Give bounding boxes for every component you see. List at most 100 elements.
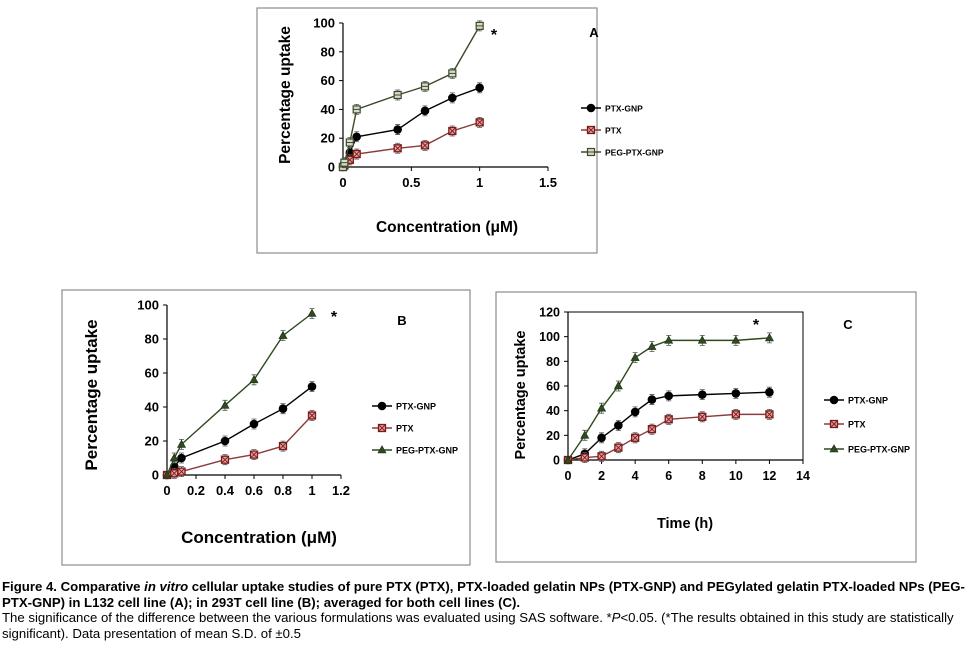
legend-entry-ptx-gnp: PTX-GNP: [372, 402, 436, 412]
x-tick-label: 1: [308, 483, 315, 498]
legend-entry-peg-ptx-gnp: PEG-PTX-GNP: [824, 444, 910, 455]
data-point: [664, 391, 674, 401]
data-point: [393, 125, 402, 134]
data-point: [420, 82, 430, 91]
data-point: [307, 382, 317, 391]
legend-label: PTX: [605, 126, 622, 136]
data-point: [307, 308, 317, 317]
x-tick-label: 4: [632, 469, 639, 483]
y-tick-label: 80: [546, 355, 560, 369]
series-line: [567, 337, 770, 461]
legend-label: PTX-GNP: [396, 402, 436, 412]
x-tick-label: 0.6: [245, 483, 263, 498]
series-peg-ptx-gnp: [338, 20, 484, 172]
data-point: [220, 400, 230, 409]
chart-panel-A: 0 20 40 60 80 100 0 0.5 1 1.5 Concentration (μM) Pe…: [256, 7, 664, 254]
x-tick-label: 8: [699, 469, 706, 483]
data-point: [697, 335, 707, 344]
data-point: [614, 443, 623, 452]
y-tick-label: 0: [328, 160, 335, 175]
y-tick-label: 60: [546, 380, 560, 394]
x-tick-label: 10: [729, 469, 743, 483]
panel-frame: [256, 7, 598, 254]
data-point: [249, 450, 259, 459]
x-tick-label: 0: [339, 175, 346, 190]
x-tick-label: 6: [665, 469, 672, 483]
y-tick-label: 20: [145, 434, 159, 449]
y-tick-label: 0: [553, 454, 560, 468]
data-point: [597, 403, 607, 412]
y-tick-label: 40: [321, 102, 335, 117]
significance-asterisk: *: [331, 309, 338, 326]
y-tick-label: 100: [137, 298, 159, 313]
legend-label: PEG-PTX-GNP: [396, 446, 458, 456]
data-point: [597, 452, 606, 461]
x-tick-label: 1: [476, 175, 483, 190]
panel-letter: C: [843, 317, 853, 332]
legend-label: PTX-GNP: [605, 104, 643, 114]
data-point: [630, 407, 640, 417]
data-point: [420, 141, 430, 150]
data-point: [393, 90, 402, 100]
caption-in-vitro: in vitro: [144, 579, 189, 594]
legend-entry-peg-ptx-gnp: PEG-PTX-GNP: [372, 445, 458, 456]
y-tick-label: 60: [145, 366, 159, 381]
legend-label: PTX: [396, 424, 414, 434]
chart-panel-C: 0 20 40 60 80 100 120 0 2 4 6 8 10 12 14 Time (h) Percen…: [495, 291, 917, 563]
x-axis-label: Concentration (μM): [376, 219, 518, 236]
data-point: [664, 415, 673, 424]
data-point: [278, 404, 288, 414]
y-tick-label: 60: [321, 73, 335, 88]
y-tick-label: 20: [321, 131, 335, 146]
x-tick-label: 0.4: [216, 483, 235, 498]
data-point: [614, 421, 623, 430]
data-point: [220, 436, 230, 446]
x-tick-label: 1.2: [332, 483, 350, 498]
data-point: [698, 412, 707, 421]
data-point: [597, 433, 606, 443]
x-tick-label: 1.5: [539, 175, 557, 190]
y-tick-label: 100: [539, 330, 560, 344]
data-point: [278, 330, 288, 339]
data-point: [630, 433, 640, 442]
legend-entry-ptx-gnp: PTX-GNP: [581, 104, 643, 114]
panel-letter: A: [589, 25, 599, 40]
legend-marker: [377, 445, 387, 454]
series-peg-ptx-gnp: [563, 332, 774, 464]
data-point: [647, 341, 657, 350]
data-point: [448, 126, 457, 136]
data-point: [420, 106, 430, 116]
data-point: [613, 381, 623, 390]
caption-line2b: <0.05. (*The results obtained in this st…: [2, 610, 954, 641]
x-tick-label: 2: [598, 469, 605, 483]
y-tick-label: 0: [152, 468, 159, 483]
legend-label: PTX: [848, 420, 866, 430]
x-axis-label: Time (h): [657, 516, 713, 532]
legend-marker: [829, 419, 839, 429]
caption-p: P: [611, 610, 621, 625]
y-tick-label: 100: [313, 16, 335, 31]
significance-asterisk: *: [753, 317, 760, 334]
legend-marker: [586, 125, 596, 135]
data-point: [664, 335, 674, 344]
series-line: [567, 413, 770, 461]
data-point: [475, 118, 484, 127]
data-point: [176, 439, 187, 448]
data-point: [765, 387, 774, 397]
legend-marker: [377, 401, 387, 411]
data-point: [475, 83, 484, 93]
x-tick-label: 0.5: [402, 175, 420, 190]
legend-label: PEG-PTX-GNP: [848, 445, 910, 455]
legend-marker: [829, 395, 839, 405]
data-point: [731, 389, 741, 398]
y-tick-label: 40: [546, 404, 560, 418]
caption-title: Figure 4. Comparative in vitro cellular …: [2, 579, 970, 610]
data-point: [731, 335, 741, 344]
data-point: [340, 158, 349, 167]
y-tick-label: 20: [546, 429, 560, 443]
data-point: [278, 441, 288, 451]
data-point: [352, 132, 361, 142]
data-point: [162, 470, 172, 479]
data-point: [307, 411, 317, 420]
